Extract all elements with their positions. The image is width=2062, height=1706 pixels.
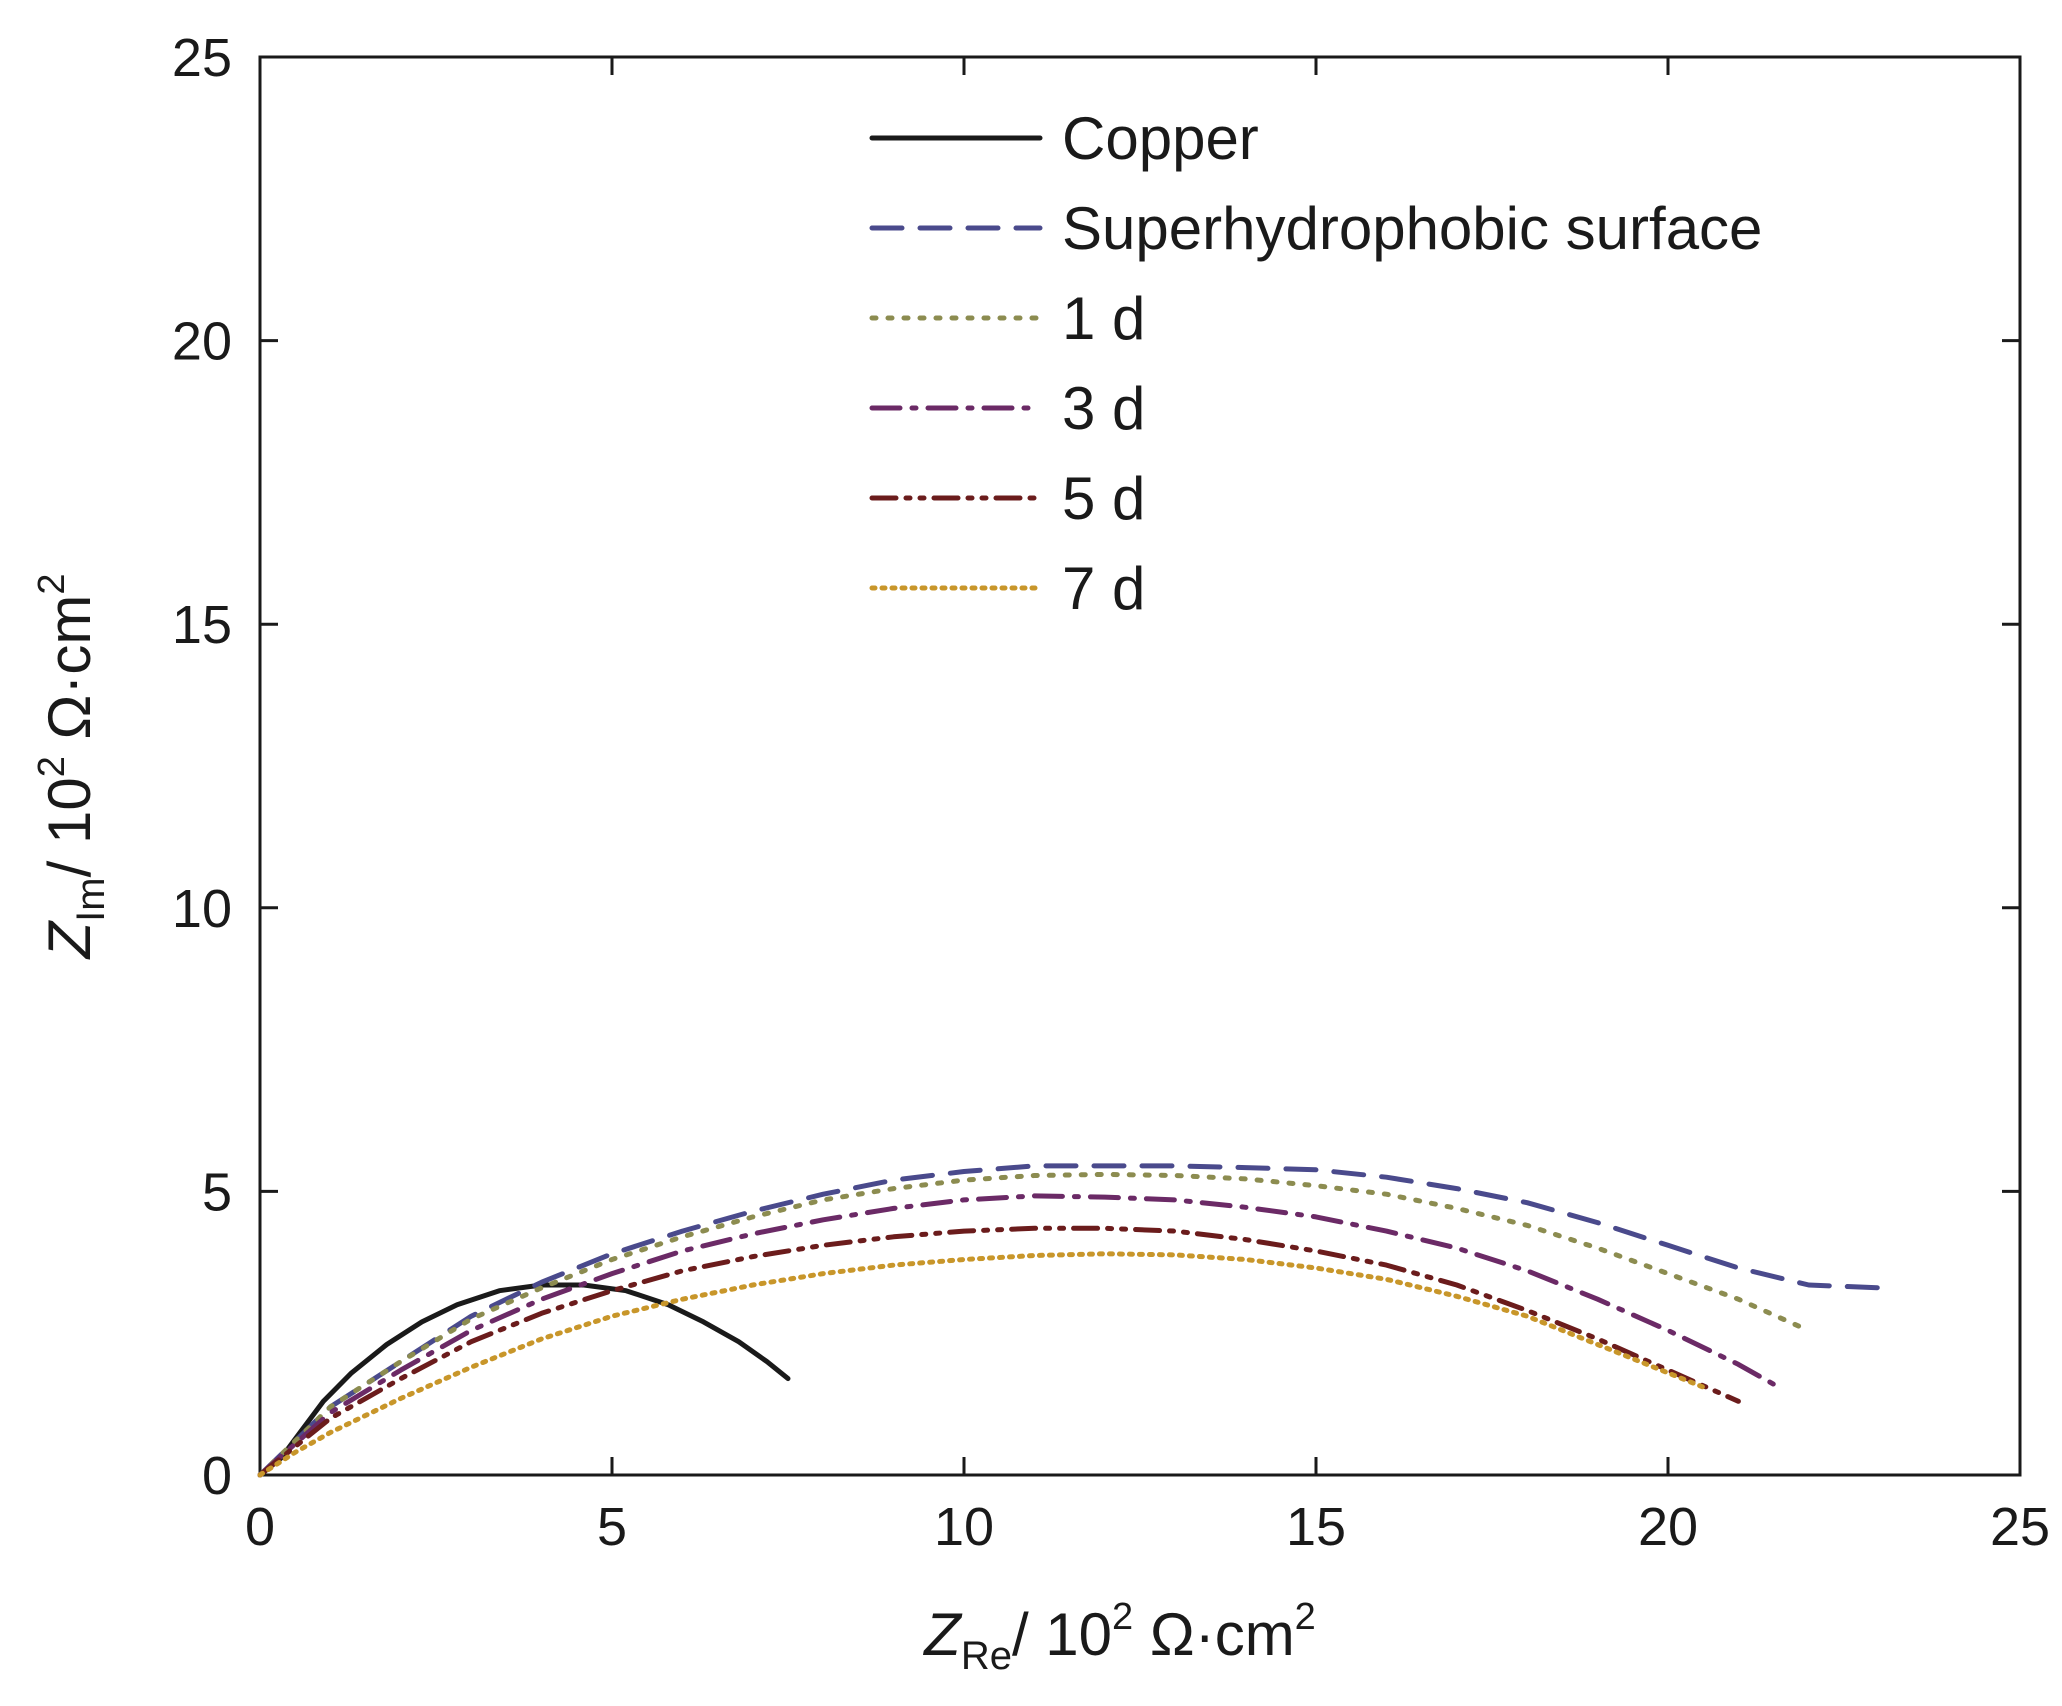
y-axis-title: ZIm/ 102 Ω·cm2 <box>31 574 113 961</box>
series-layer <box>257 1163 1882 1478</box>
legend: Copper Superhydrophobic surface 1 d 3 d 5 d 7… <box>869 105 1762 622</box>
legend-label-3-d: 3 d <box>1062 375 1145 442</box>
series-line-7-d <box>257 1251 1706 1478</box>
y-axis-unit-tail: Ω·cm <box>36 595 103 756</box>
y-axis-unit-exp: 2 <box>31 574 73 595</box>
x-axis-unit: / 10 <box>1012 1601 1112 1668</box>
x-axis-unit-exp: 2 <box>1295 1596 1316 1638</box>
axis-tick-labels: 0 5 10 15 20 25 0 5 10 15 20 25 <box>172 28 2050 1557</box>
x-axis-unit-tail: Ω·cm <box>1133 1601 1294 1668</box>
x-tick-label-3: 15 <box>1286 1497 1346 1557</box>
series-line-copper <box>257 1282 791 1478</box>
axis-ticks <box>258 55 2022 1477</box>
y-tick-label-2: 10 <box>172 879 232 939</box>
x-tick-label-4: 20 <box>1638 1497 1698 1557</box>
y-tick-label-0: 0 <box>202 1446 232 1506</box>
x-axis-symbol: Z <box>922 1601 963 1668</box>
legend-label-copper: Copper <box>1062 105 1259 172</box>
plot-frame <box>258 55 2022 1477</box>
series-line-1-d <box>257 1171 1805 1478</box>
x-tick-label-2: 10 <box>934 1497 994 1557</box>
y-axis-symbol: Z <box>36 919 103 960</box>
y-tick-label-4: 20 <box>172 312 232 372</box>
x-tick-label-0: 0 <box>245 1497 275 1557</box>
x-tick-label-5: 25 <box>1990 1497 2050 1557</box>
y-axis-unit: / 10 <box>36 777 103 877</box>
y-tick-label-3: 15 <box>172 595 232 655</box>
y-tick-label-5: 25 <box>172 28 232 88</box>
series-line-5-d <box>257 1225 1741 1478</box>
legend-label-7-d: 7 d <box>1062 555 1145 622</box>
legend-label-1-d: 1 d <box>1062 285 1145 352</box>
x-axis-exp: 2 <box>1112 1596 1133 1638</box>
x-tick-label-1: 5 <box>597 1497 627 1557</box>
series-line-3-d <box>257 1193 1777 1478</box>
y-axis-exp: 2 <box>31 756 73 777</box>
x-axis-subscript: Re <box>961 1634 1012 1678</box>
legend-label-5-d: 5 d <box>1062 465 1145 532</box>
y-axis-subscript: Im <box>69 877 113 921</box>
y-tick-label-1: 5 <box>202 1162 232 1222</box>
legend-label-superhydrophobic-surface: Superhydrophobic surface <box>1062 195 1762 262</box>
x-axis-title: ZRe/ 102 Ω·cm2 <box>922 1596 1316 1678</box>
series-line-superhydrophobic-surface <box>257 1163 1882 1478</box>
